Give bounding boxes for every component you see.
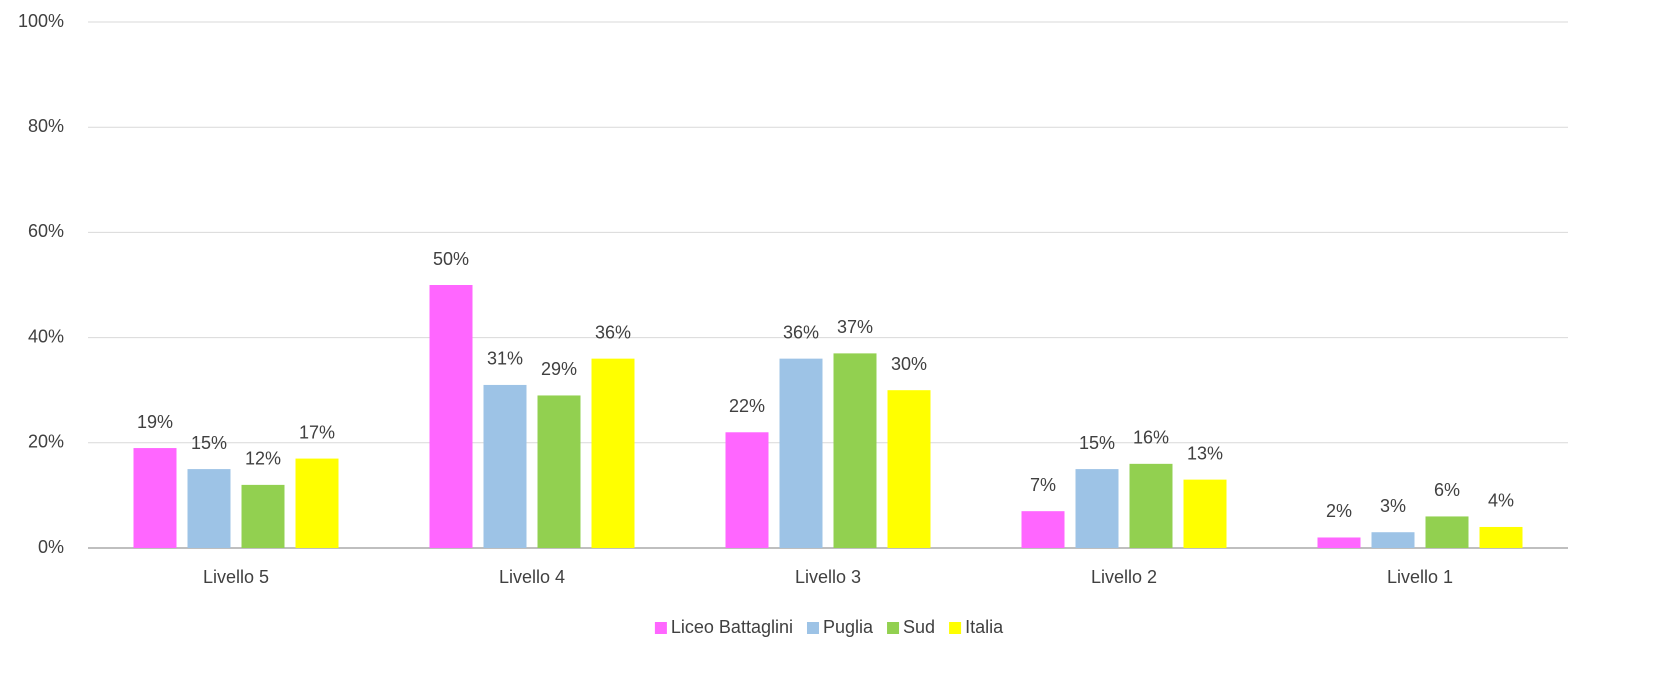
- y-tick-label: 100%: [18, 11, 64, 31]
- value-label: 6%: [1434, 480, 1460, 500]
- value-label: 36%: [595, 322, 631, 342]
- bar: [1479, 526, 1523, 548]
- y-tick-label: 40%: [28, 326, 64, 346]
- bar: [241, 484, 285, 548]
- value-label: 15%: [191, 433, 227, 453]
- legend-label: Italia: [965, 617, 1004, 637]
- value-label: 29%: [541, 359, 577, 379]
- value-label: 2%: [1326, 501, 1352, 521]
- bar: [591, 358, 635, 548]
- bar: [295, 458, 339, 548]
- value-label: 3%: [1380, 496, 1406, 516]
- legend-label: Liceo Battaglini: [671, 617, 793, 637]
- bar: [1129, 463, 1173, 548]
- bar: [833, 353, 877, 548]
- value-label: 30%: [891, 354, 927, 374]
- bar: [1317, 537, 1361, 548]
- value-label: 36%: [783, 322, 819, 342]
- y-tick-label: 60%: [28, 221, 64, 241]
- bar: [887, 390, 931, 548]
- legend-swatch: [806, 622, 819, 634]
- x-tick-label: Livello 1: [1387, 567, 1453, 587]
- bar: [537, 395, 581, 548]
- bar: [483, 384, 527, 548]
- value-label: 50%: [433, 249, 469, 269]
- value-label: 22%: [729, 396, 765, 416]
- x-tick-label: Livello 2: [1091, 567, 1157, 587]
- value-label: 37%: [837, 317, 873, 337]
- bar: [725, 432, 769, 548]
- bar: [1371, 532, 1415, 548]
- bar: [1021, 511, 1065, 548]
- x-tick-label: Livello 4: [499, 567, 565, 587]
- y-tick-label: 20%: [28, 432, 64, 452]
- bar: [187, 469, 231, 548]
- y-tick-label: 0%: [38, 537, 64, 557]
- legend-swatch: [949, 622, 962, 634]
- y-tick-label: 80%: [28, 116, 64, 136]
- x-tick-label: Livello 5: [203, 567, 269, 587]
- value-label: 13%: [1187, 443, 1223, 463]
- bar: [1183, 479, 1227, 548]
- bar: [1425, 516, 1469, 548]
- value-label: 12%: [245, 449, 281, 469]
- value-label: 31%: [487, 349, 523, 369]
- bar: [779, 358, 823, 548]
- bar: [429, 285, 473, 548]
- value-label: 17%: [299, 422, 335, 442]
- legend-label: Sud: [903, 617, 935, 637]
- value-label: 4%: [1488, 491, 1514, 511]
- value-label: 16%: [1133, 428, 1169, 448]
- bar: [1075, 469, 1119, 548]
- legend-swatch: [654, 622, 667, 634]
- value-label: 7%: [1030, 475, 1056, 495]
- legend-label: Puglia: [823, 617, 874, 637]
- bar: [133, 448, 177, 548]
- value-label: 15%: [1079, 433, 1115, 453]
- legend-swatch: [887, 622, 900, 634]
- value-label: 19%: [137, 412, 173, 432]
- x-tick-label: Livello 3: [795, 567, 861, 587]
